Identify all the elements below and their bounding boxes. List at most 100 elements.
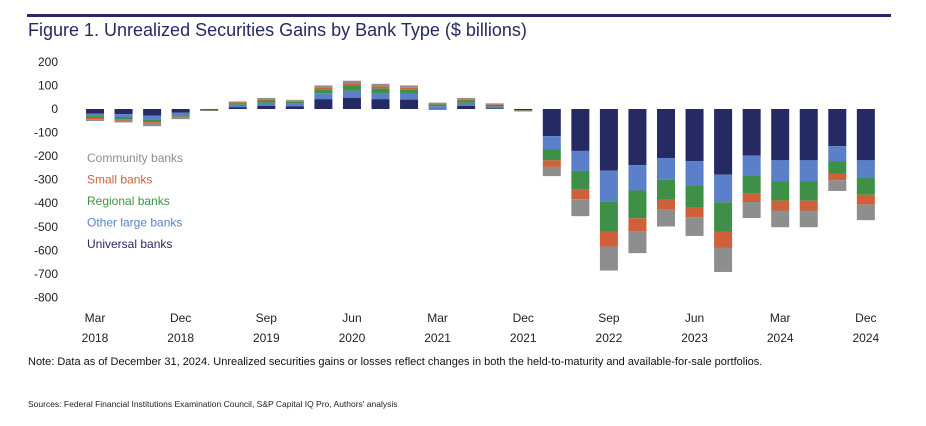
bar-segment: Other large banks, Q1 2024: -88 <box>771 160 790 182</box>
bar-segment: Other large banks, Q1 2022: -55 <box>542 136 561 150</box>
bar-segment: Regional banks, Q3 2018: -12 <box>143 119 162 123</box>
bar-segment: Community banks, Q1 2018: -8 <box>86 119 104 122</box>
bar-segment: Universal banks, Q4 2021: -5 <box>514 109 533 111</box>
bar-segment: Universal banks, Q4 2020: 40 <box>400 99 419 109</box>
bar-segment: Community banks, Q1 2020: 8 <box>314 85 333 88</box>
bar-segment: Community banks, Q2 2022: -72 <box>571 199 590 217</box>
bar-segment: Universal banks, Q4 2022: -238 <box>628 109 647 166</box>
y-tick-label: -500 <box>34 220 58 234</box>
bar-segment: Universal banks, Q2 2018: -22 <box>114 109 133 115</box>
bar-segment: Community banks, Q2 2018: -8 <box>114 120 133 123</box>
bar-segment: Small banks, Q1 2018: -5 <box>86 117 104 120</box>
legend-entry: Small banks <box>87 173 152 187</box>
bar-segment: Community banks, Q1 2019: -2 <box>200 110 219 112</box>
bar-segment: Small banks, Q4 2022: -57 <box>628 218 647 232</box>
bar-segment: Universal banks, Q3 2018: -28 <box>143 109 162 116</box>
bar-segment: Community banks, Q1 2024: -71 <box>771 210 790 228</box>
x-tick-year-label: 2022 <box>596 331 623 345</box>
bar-segment: Regional banks, Q1 2020: 17 <box>314 89 333 94</box>
bar-segment: Other large banks, Q4 2019: 10 <box>285 103 304 107</box>
bar-segment: Community banks, Q1 2022: -39 <box>542 166 561 177</box>
x-tick-year-label: 2018 <box>167 331 194 345</box>
x-tick-label: Dec <box>513 311 534 325</box>
bar-segment: Small banks, Q1 2021: 3 <box>428 103 447 105</box>
bar-segment: Small banks, Q2 2022: -40 <box>571 189 590 200</box>
bar-segment: Other large banks, Q2 2020: 30 <box>342 90 361 98</box>
bar-segment: Community banks, Q3 2019: 6 <box>257 97 276 100</box>
bar-segment: Other large banks, Q1 2020: 25 <box>314 93 333 100</box>
chart-note: Note: Data as of December 31, 2024. Unre… <box>28 356 763 368</box>
bar-segment: Small banks, Q4 2023: -38 <box>742 193 761 203</box>
bar-segment: Community banks, Q4 2021: -2 <box>514 110 533 112</box>
bars: Universal banks, Q1 2018: -20Other large… <box>86 80 875 272</box>
bar-segment: Universal banks, Q2 2024: -218 <box>799 109 818 161</box>
bar-segment: Community banks, Q3 2022: -102 <box>599 246 618 271</box>
bar-segment: Other large banks, Q4 2022: -108 <box>628 165 647 191</box>
bar-segment: Small banks, Q3 2018: -7 <box>143 122 162 124</box>
bar-segment: Other large banks, Q3 2022: -130 <box>599 170 618 202</box>
bar-segment: Small banks, Q3 2021: 3 <box>485 104 504 105</box>
y-tick-label: -700 <box>34 267 58 281</box>
bar-segment: Other large banks, Q1 2021: 12 <box>428 106 447 109</box>
bar-segment: Other large banks, Q2 2019: 10 <box>228 104 247 108</box>
bar-segment: Universal banks, Q1 2019: -3 <box>200 109 219 110</box>
bar-segment: Regional banks, Q4 2024: -73 <box>856 177 875 195</box>
bar-segment: Universal banks, Q1 2023: -208 <box>657 109 675 158</box>
bar-segment: Other large banks, Q4 2024: -73 <box>856 160 875 178</box>
bar-segment: Community banks, Q3 2018: -10 <box>143 123 162 127</box>
bar-segment: Regional banks, Q1 2021: 8 <box>428 104 447 107</box>
y-tick-label: -600 <box>34 243 58 257</box>
legend-entry: Other large banks <box>87 216 182 230</box>
bar-segment: Community banks, Q2 2024: -71 <box>799 210 818 228</box>
bar-segment: Universal banks, Q4 2018: -16 <box>171 109 190 113</box>
x-tick-label: Mar <box>427 311 448 325</box>
bar-segment: Small banks, Q3 2022: -62 <box>599 231 618 247</box>
y-tick-label: -100 <box>34 126 58 140</box>
x-tick-label: Jun <box>342 311 361 325</box>
bar-segment: Community banks, Q3 2021: 4 <box>485 103 504 105</box>
legend: Community banks Small banks Regional banks… <box>87 151 183 251</box>
bar-segment: Universal banks, Q1 2024: -218 <box>771 109 790 161</box>
bar-segment: Regional banks, Q1 2024: -83 <box>771 181 790 201</box>
bar-segment: Other large banks, Q3 2023: -118 <box>714 174 733 203</box>
x-tick-label: Dec <box>170 311 191 325</box>
bar-segment: Regional banks, Q2 2024: -83 <box>799 181 818 201</box>
x-tick-label: Jun <box>685 311 704 325</box>
bar-segment: Community banks, Q4 2018: -6 <box>171 117 190 120</box>
bar-segment: Small banks, Q4 2018: -4 <box>171 116 190 118</box>
y-axis: 200 100 0 -100 -200 -300 -400 -500 -600 -700 -800 <box>34 55 58 304</box>
y-tick-label: 0 <box>51 102 58 116</box>
x-tick-year-label: 2021 <box>510 331 537 345</box>
x-tick-year-label: 2018 <box>82 331 109 345</box>
bar-segment: Small banks, Q2 2020: 10 <box>342 83 361 86</box>
bar-segment: Regional banks, Q2 2023: -93 <box>685 185 704 208</box>
bar-segment: Small banks, Q3 2023: -68 <box>714 231 733 248</box>
bar-segment: Other large banks, Q2 2021: 12 <box>457 102 476 106</box>
bar-segment: Community banks, Q1 2021: 4 <box>428 102 447 104</box>
bar-segment: Small banks, Q2 2019: 3 <box>228 102 247 104</box>
x-tick-year-label: 2023 <box>681 331 708 345</box>
bar-segment: Universal banks, Q3 2019: 14 <box>257 105 276 109</box>
bar-segment: Universal banks, Q3 2023: -278 <box>714 109 733 175</box>
bar-segment: Regional banks, Q2 2020: 22 <box>342 85 361 91</box>
bar-segment: Community banks, Q3 2023: -102 <box>714 247 733 272</box>
bar-segment: Regional banks, Q4 2022: -118 <box>628 190 647 219</box>
bar-segment: Universal banks, Q2 2019: 8 <box>228 107 247 109</box>
bar-segment: Universal banks, Q2 2022: -178 <box>571 109 590 151</box>
y-tick-label: 100 <box>38 78 58 92</box>
bar-segment: Small banks, Q3 2024: -28 <box>828 173 847 181</box>
bar-segment: Other large banks, Q3 2019: 12 <box>257 102 276 106</box>
bar-segment: Small banks, Q1 2020: 8 <box>314 87 333 90</box>
top-rule <box>27 14 891 17</box>
bar-segment: Community banks, Q4 2023: -68 <box>742 202 761 219</box>
bar-segment: Regional banks, Q4 2019: 9 <box>285 101 304 104</box>
bar-segment: Community banks, Q2 2023: -79 <box>685 217 704 236</box>
bar-segment: Small banks, Q1 2022: -28 <box>542 160 561 167</box>
bar-segment: Other large banks, Q4 2023: -83 <box>742 155 761 176</box>
legend-entry: Regional banks <box>87 194 170 208</box>
bar-segment: Other large banks, Q4 2018: -10 <box>171 112 190 116</box>
bar-segment: Regional banks, Q1 2018: -8 <box>86 116 104 118</box>
bar-segment: Other large banks, Q1 2018: -10 <box>86 113 104 117</box>
bar-segment: Universal banks, Q3 2020: 42 <box>371 99 390 109</box>
bar-segment: Regional banks, Q3 2024: -53 <box>828 161 847 174</box>
